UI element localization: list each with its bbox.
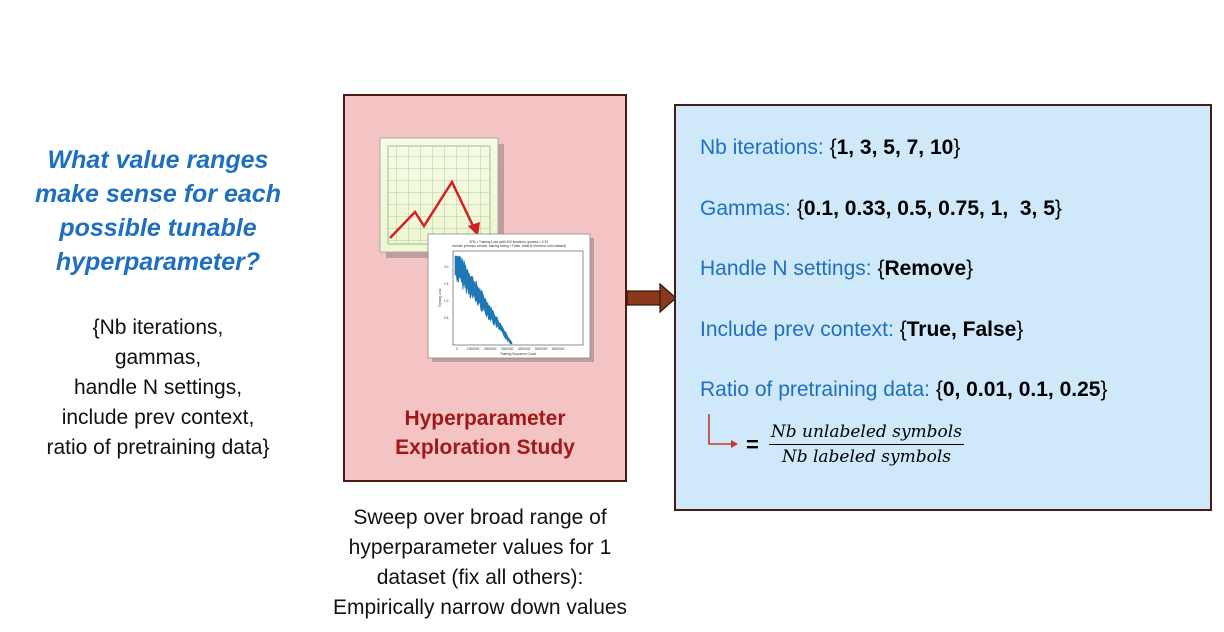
range-values: 0.1, 0.33, 0.5, 0.75, 1, 3, 5	[803, 197, 1055, 220]
question-text: What value ranges make sense for each po…	[8, 143, 308, 279]
sweep-line: dataset (fix all others):	[376, 566, 584, 589]
sweep-caption: Sweep over broad range of hyperparameter…	[280, 503, 680, 623]
param-list-line: {Nb iterations,	[92, 316, 224, 339]
param-list: {Nb iterations, gammas, handle N setting…	[8, 313, 308, 463]
svg-text:6000000: 6000000	[552, 347, 565, 351]
range-row-prev-context: Include prev context: {True, False}	[700, 318, 1023, 342]
brace: {	[829, 136, 837, 159]
svg-text:4000000: 4000000	[518, 347, 531, 351]
brace: {	[796, 197, 804, 220]
range-label: Nb iterations:	[700, 136, 830, 159]
elbow-arrow-icon	[708, 414, 738, 448]
formula-denominator: Nb labeled symbols	[781, 447, 951, 467]
formula-equals: =	[746, 431, 759, 457]
svg-text:2000000: 2000000	[484, 347, 497, 351]
brace: }	[1100, 378, 1108, 401]
range-label: Gammas:	[700, 197, 797, 220]
thumbnail-ylabel: Training Loss	[438, 288, 442, 307]
range-values: 0, 0.01, 0.1, 0.25	[942, 378, 1101, 401]
svg-text:3000000: 3000000	[501, 347, 514, 351]
brace: {	[935, 378, 943, 401]
brace: {	[877, 257, 885, 280]
range-values: True, False	[906, 318, 1017, 341]
chart-icon	[379, 137, 504, 258]
formula-fraction: Nb unlabeled symbols Nb labeled symbols	[768, 422, 964, 467]
range-label: Ratio of pretraining data:	[700, 378, 936, 401]
range-label: Handle N settings:	[700, 257, 878, 280]
brace: {	[899, 318, 907, 341]
range-row-pretraining-ratio: Ratio of pretraining data: {0, 0.01, 0.1…	[700, 378, 1107, 402]
brace: }	[1054, 197, 1062, 220]
param-list-line: gammas,	[114, 346, 202, 369]
param-list-line: ratio of pretraining data}	[46, 436, 270, 459]
svg-text:5000000: 5000000	[535, 347, 548, 351]
param-list-line: handle N settings,	[73, 376, 243, 399]
thumbnail-caption: SPA-1 Training Loss (with 200 iterations…	[469, 240, 549, 244]
svg-text:0.5: 0.5	[444, 316, 449, 320]
brace: }	[966, 257, 974, 280]
question-line: possible tunable	[59, 214, 257, 242]
range-row-handle-n: Handle N settings: {Remove}	[700, 257, 973, 281]
svg-text:2.0: 2.0	[444, 265, 449, 269]
flow-arrow	[626, 282, 677, 314]
param-list-line: include prev context,	[61, 406, 255, 429]
range-values: Remove	[884, 257, 967, 280]
sweep-line: hyperparameter values for 1	[348, 536, 612, 559]
svg-text:1.5: 1.5	[444, 282, 449, 286]
study-title-line: Hyperparameter	[404, 407, 566, 430]
ratio-formula: = Nb unlabeled symbols Nb labeled symbol…	[746, 422, 964, 467]
study-title: Hyperparameter Exploration Study	[345, 404, 625, 462]
range-values: 1, 3, 5, 7, 10	[836, 136, 954, 159]
range-label: Include prev context:	[700, 318, 900, 341]
svg-text:0: 0	[456, 347, 458, 351]
formula-numerator: Nb unlabeled symbols	[768, 422, 964, 445]
sweep-line: Empirically narrow down values	[332, 596, 628, 619]
question-line: make sense for each	[35, 180, 281, 208]
sweep-line: Sweep over broad range of	[353, 506, 607, 529]
range-box: Nb iterations: {1, 3, 5, 7, 10} Gammas: …	[674, 104, 1212, 511]
brace: }	[1016, 318, 1024, 341]
brace: }	[953, 136, 961, 159]
svg-text:exclude previous context, trai: exclude previous context, training timin…	[452, 244, 566, 248]
loss-plot-thumbnail: SPA-1 Training Loss (with 200 iterations…	[427, 233, 594, 362]
question-line: hyperparameter?	[55, 248, 261, 276]
range-row-nb-iterations: Nb iterations: {1, 3, 5, 7, 10}	[700, 136, 960, 160]
question-line: What value ranges	[47, 146, 269, 174]
svg-text:1000000: 1000000	[467, 347, 480, 351]
loss-curve	[454, 255, 513, 345]
range-row-gammas: Gammas: {0.1, 0.33, 0.5, 0.75, 1, 3, 5}	[700, 197, 1062, 221]
study-title-line: Exploration Study	[395, 436, 575, 459]
svg-text:1.0: 1.0	[444, 299, 449, 303]
thumbnail-xlabel: Training Sequence Count	[500, 352, 536, 356]
